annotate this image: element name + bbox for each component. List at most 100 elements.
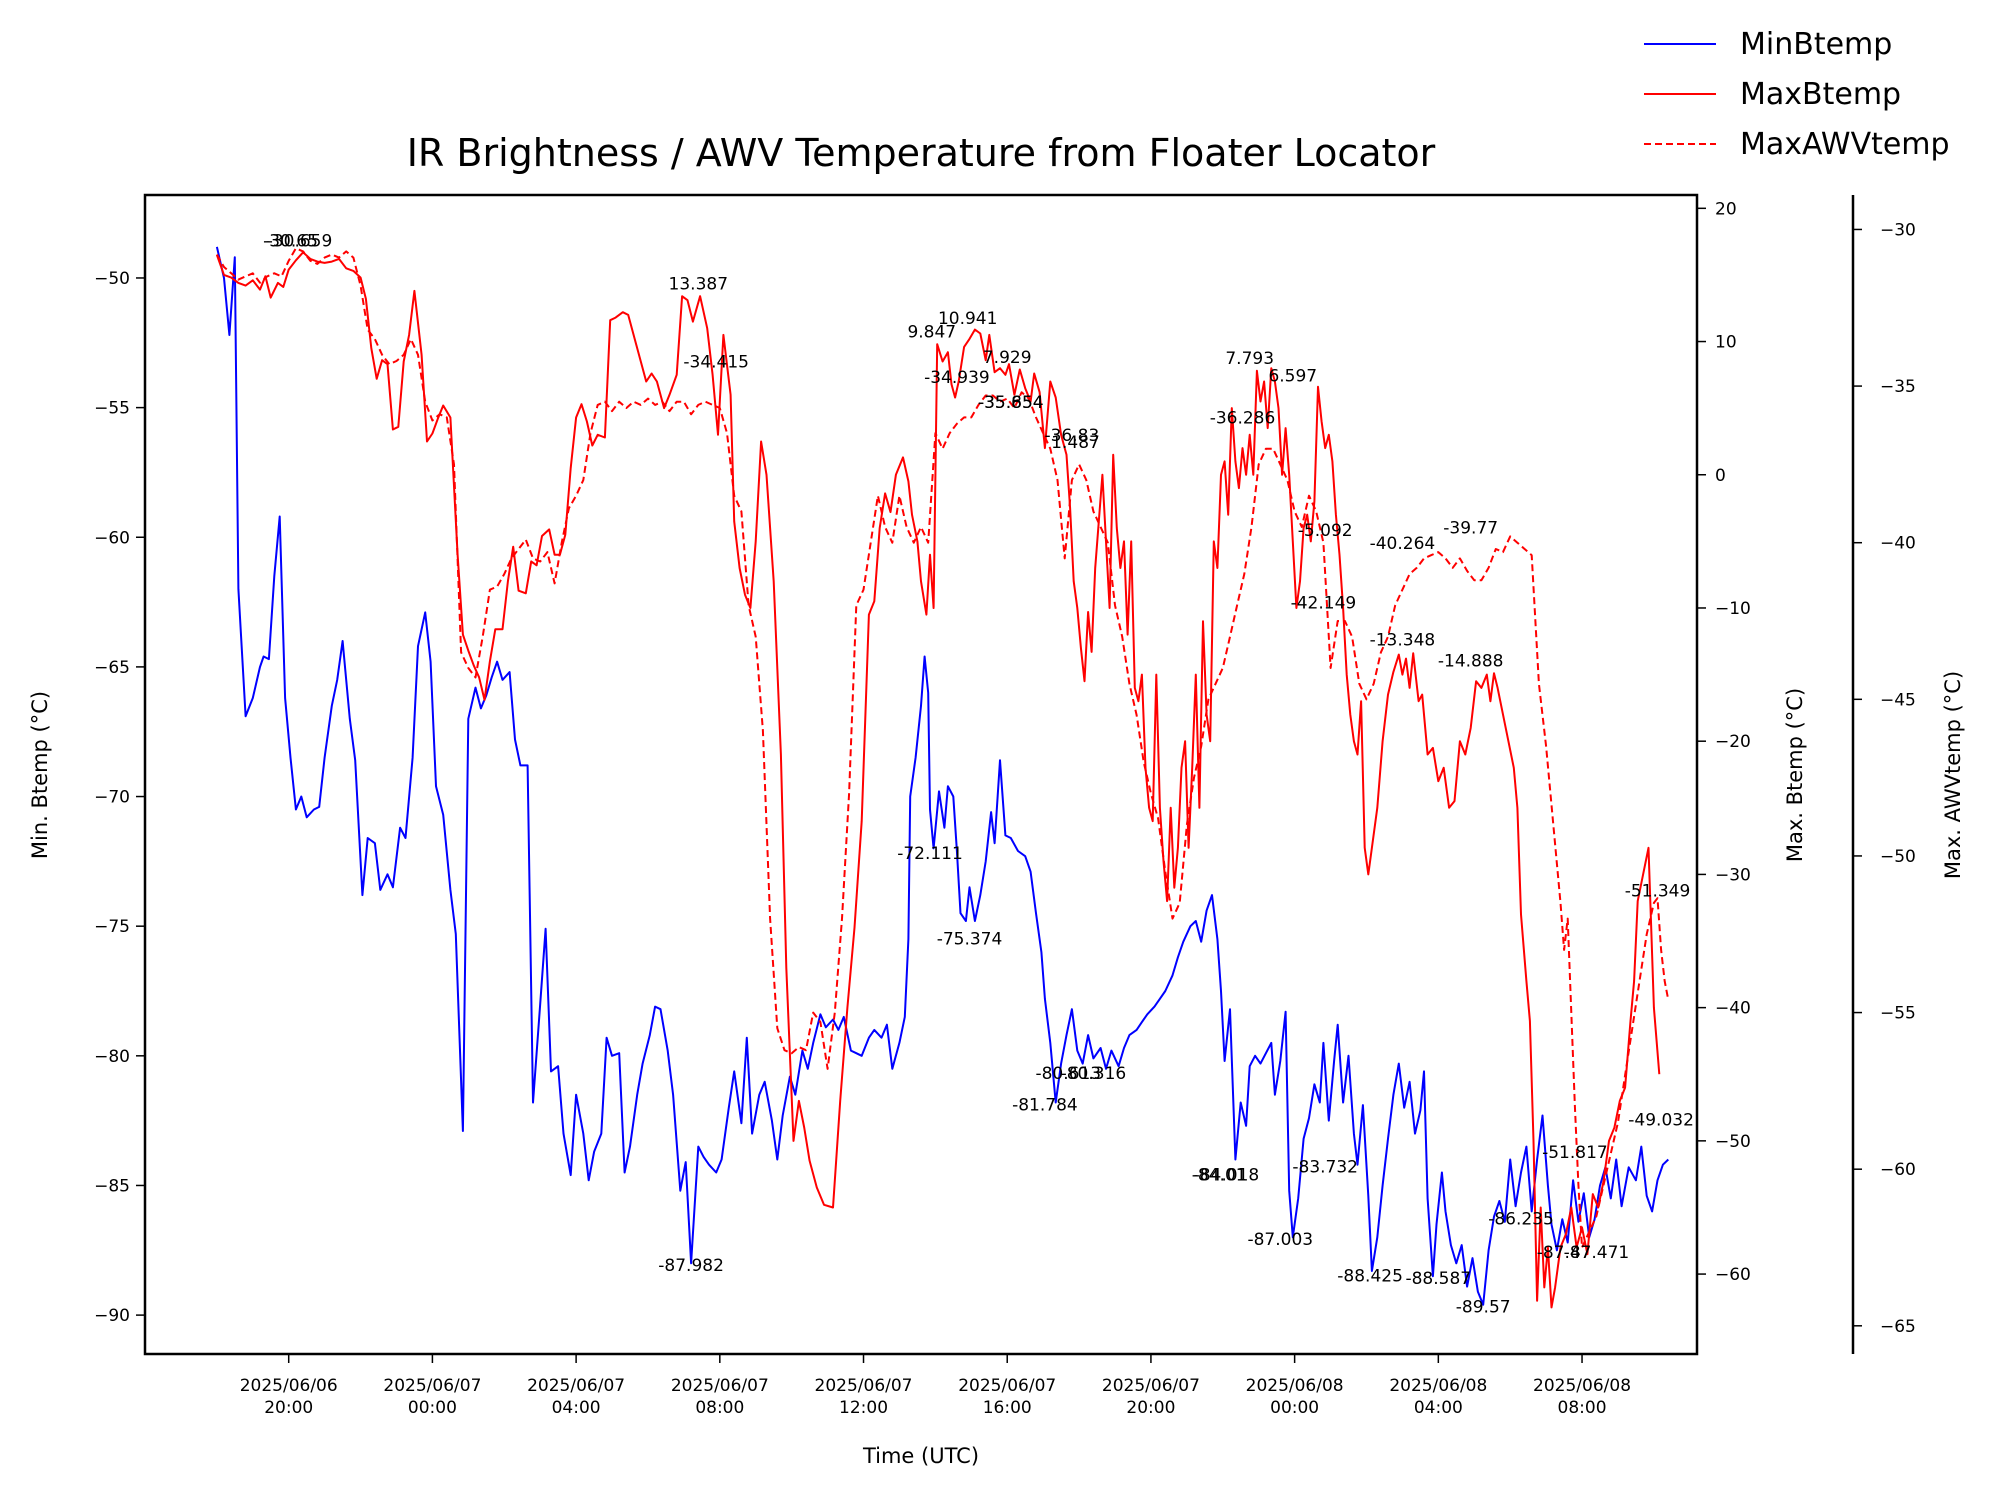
data-label-30: -84.01 — [1192, 1165, 1247, 1185]
data-label-32: -87.003 — [1247, 1230, 1313, 1250]
data-label-11: 1.487 — [1051, 433, 1100, 453]
y-axis-left-label: Min. Btemp (°C) — [28, 691, 52, 859]
y-left-tick-label: −70 — [94, 788, 130, 808]
data-label-13: 6.597 — [1268, 367, 1317, 387]
legend-label-minbtemp: MinBtemp — [1740, 27, 1892, 62]
series-layer — [215, 246, 1670, 1309]
x-tick-label-date: 2025/06/07 — [958, 1376, 1056, 1396]
y-left-tick-label: −75 — [94, 917, 130, 937]
data-label-18: -42.149 — [1291, 594, 1357, 614]
y-right1-tick-label: 20 — [1715, 199, 1737, 219]
y-axis-right2-label: Max. AWVtemp (°C) — [1941, 671, 1965, 879]
y-axis-right-maxbtemp: 20 10 0 −10 −20 −30 −40 −50 −60 — [1697, 199, 1751, 1285]
plot-frame — [143, 193, 1699, 1356]
data-label-25: -75.374 — [937, 929, 1003, 949]
data-label-8: -35.854 — [978, 393, 1044, 413]
data-label-28: -81.784 — [1012, 1095, 1078, 1115]
data-label-4: 9.847 — [907, 323, 956, 343]
x-tick-label-date: 2025/06/07 — [383, 1376, 481, 1396]
x-axis: 2025/06/0620:002025/06/0700:002025/06/07… — [240, 1354, 1631, 1418]
y-left-tick-label: −90 — [94, 1306, 130, 1326]
y-right1-tick-label: 10 — [1715, 333, 1737, 353]
data-label-19: -13.348 — [1370, 630, 1436, 650]
y-left-tick-label: −50 — [94, 269, 130, 289]
series-line-maxawvtemp — [216, 247, 1670, 1249]
data-label-17: -39.77 — [1443, 518, 1498, 538]
x-tick-label-time: 00:00 — [408, 1398, 457, 1418]
x-tick-label-date: 2025/06/07 — [815, 1376, 913, 1396]
data-label-38: -87.47 — [1537, 1243, 1592, 1263]
data-label-3: -34.415 — [683, 352, 749, 372]
y-left-tick-label: −85 — [94, 1176, 130, 1196]
legend: MinBtemp MaxBtemp MaxAWVtemp — [1644, 27, 1950, 162]
y-left-tick-label: −60 — [94, 528, 130, 548]
data-label-26: -80.613 — [1035, 1064, 1101, 1084]
y-left-tick-label: −65 — [94, 658, 130, 678]
y-left-tick-label: −55 — [94, 399, 130, 419]
data-label-24: -72.111 — [897, 844, 963, 864]
legend-label-maxbtemp: MaxBtemp — [1740, 77, 1901, 112]
x-tick-label-date: 2025/06/08 — [1533, 1376, 1631, 1396]
x-tick-label-time: 00:00 — [1270, 1398, 1319, 1418]
chart-title: IR Brightness / AWV Temperature from Flo… — [407, 131, 1436, 175]
data-label-2: 13.387 — [669, 275, 728, 295]
data-label-21: -51.349 — [1625, 882, 1691, 902]
x-tick-label-time: 12:00 — [839, 1398, 888, 1418]
y-axis-right-maxawvtemp: −30 −35 −40 −45 −50 −55 −60 −65 — [1851, 195, 1916, 1354]
x-tick-label-date: 2025/06/06 — [240, 1376, 338, 1396]
y-axis-right1-label: Max. Btemp (°C) — [1783, 688, 1807, 862]
y-right2-tick-label: −65 — [1880, 1317, 1916, 1337]
data-label-14: -36.286 — [1210, 409, 1276, 429]
data-label-5: 10.941 — [938, 309, 997, 329]
data-label-20: -14.888 — [1438, 652, 1504, 672]
x-tick-label-time: 20:00 — [1126, 1398, 1175, 1418]
y-right2-tick-label: −30 — [1880, 220, 1916, 240]
y-right1-tick-label: −50 — [1715, 1132, 1751, 1152]
data-label-7: 7.929 — [983, 348, 1032, 368]
data-label-9: -35.654 — [978, 393, 1044, 413]
data-label-29: -84.018 — [1194, 1165, 1260, 1185]
y-right2-tick-label: −60 — [1880, 1160, 1916, 1180]
x-tick-label-time: 20:00 — [264, 1398, 313, 1418]
data-label-1: -30.65 — [263, 232, 318, 252]
data-label-15: -5.092 — [1298, 521, 1353, 541]
data-label-34: -88.425 — [1337, 1266, 1403, 1286]
data-label-16: -40.264 — [1370, 534, 1436, 554]
legend-label-maxawvtemp: MaxAWVtemp — [1740, 127, 1950, 162]
x-tick-label-date: 2025/06/07 — [527, 1376, 625, 1396]
data-label-31: -83.732 — [1292, 1158, 1358, 1178]
data-label-10: -36.83 — [1044, 426, 1099, 446]
x-axis-label: Time (UTC) — [862, 1444, 979, 1468]
data-label-27: -80.316 — [1061, 1064, 1127, 1084]
x-tick-label-date: 2025/06/08 — [1246, 1376, 1344, 1396]
data-label-22: -49.032 — [1628, 1110, 1694, 1130]
data-label-36: -89.57 — [1456, 1298, 1511, 1318]
series-line-maxbtemp — [215, 251, 1661, 1309]
y-right1-tick-label: −10 — [1715, 599, 1751, 619]
y-right2-tick-label: −50 — [1880, 847, 1916, 867]
x-tick-label-time: 04:00 — [552, 1398, 601, 1418]
data-label-39: -87.471 — [1564, 1243, 1630, 1263]
x-tick-label-date: 2025/06/07 — [1102, 1376, 1200, 1396]
data-label-33: -87.982 — [658, 1256, 724, 1276]
data-label-37: -86.235 — [1488, 1209, 1554, 1229]
y-right1-tick-label: −60 — [1715, 1265, 1751, 1285]
y-left-tick-label: −80 — [94, 1047, 130, 1067]
data-label-12: 7.793 — [1225, 349, 1274, 369]
x-tick-label-date: 2025/06/08 — [1389, 1376, 1487, 1396]
y-right1-tick-label: −20 — [1715, 732, 1751, 752]
y-right1-tick-label: 0 — [1715, 466, 1726, 486]
y-right2-tick-label: −35 — [1880, 377, 1916, 397]
x-tick-label-time: 08:00 — [1558, 1398, 1607, 1418]
y-axis-left: −50 −55 −60 −65 −70 −75 −80 −85 −90 — [94, 269, 145, 1326]
x-tick-label-date: 2025/06/07 — [671, 1376, 769, 1396]
data-label-0: -30.659 — [267, 232, 333, 252]
y-right2-tick-label: −55 — [1880, 1004, 1916, 1024]
data-label-6: -34.939 — [924, 368, 990, 388]
data-label-23: -51.817 — [1542, 1143, 1608, 1163]
y-right2-tick-label: −40 — [1880, 534, 1916, 554]
y-right1-tick-label: −40 — [1715, 999, 1751, 1019]
x-tick-label-time: 08:00 — [695, 1398, 744, 1418]
y-right2-tick-label: −45 — [1880, 690, 1916, 710]
